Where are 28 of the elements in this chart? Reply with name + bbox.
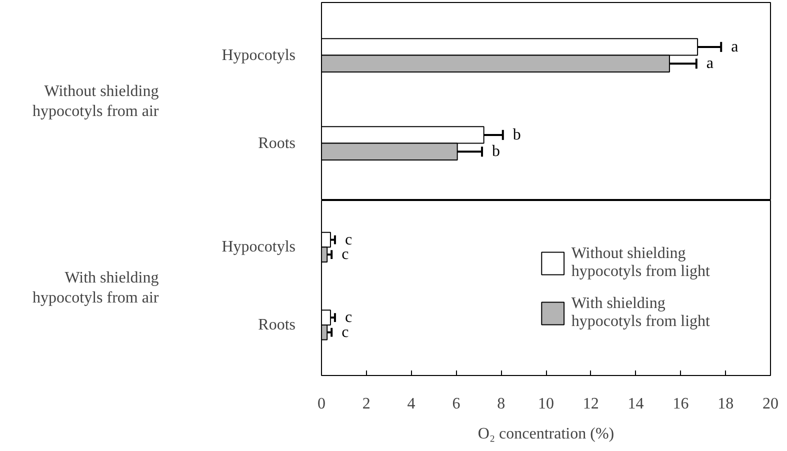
y-tick-label: Roots xyxy=(258,134,296,152)
y-tick-label: Roots xyxy=(258,316,296,334)
x-tick-label: 18 xyxy=(718,396,734,412)
data-label: b xyxy=(492,143,500,160)
y-axis-title: Without shielding hypocotyls from air xyxy=(32,82,160,120)
x-axis-title: O₂ concentration (%) xyxy=(478,426,614,442)
data-label: a xyxy=(706,55,714,72)
x-tick-label: 12 xyxy=(582,396,599,412)
y-tick-label: Hypocotyls xyxy=(222,46,296,64)
y-tick-label: Hypocotyls xyxy=(222,238,296,256)
x-tick-label: 10 xyxy=(538,396,554,412)
data-label: a xyxy=(731,38,738,56)
x-tick-label: 20 xyxy=(762,396,778,412)
data-label: c xyxy=(344,309,352,326)
x-tick-label: 16 xyxy=(672,396,689,412)
data-label: b xyxy=(512,126,521,144)
data-label: c xyxy=(342,246,349,264)
x-tick-label: 4 xyxy=(407,396,416,412)
x-tick-label: 2 xyxy=(362,396,370,412)
x-tick-label: 14 xyxy=(628,396,644,412)
x-tick-label: 8 xyxy=(497,396,506,412)
data-label: c xyxy=(344,231,352,248)
y-axis-title: With shielding hypocotyls from air xyxy=(32,269,160,307)
legend-label: Without shielding hypocotyls from light xyxy=(571,244,710,280)
x-tick-label: 6 xyxy=(452,396,460,412)
data-label: c xyxy=(342,324,349,341)
legend-label: With shielding hypocotyls from light xyxy=(571,294,710,330)
x-tick-label: 0 xyxy=(318,396,326,412)
